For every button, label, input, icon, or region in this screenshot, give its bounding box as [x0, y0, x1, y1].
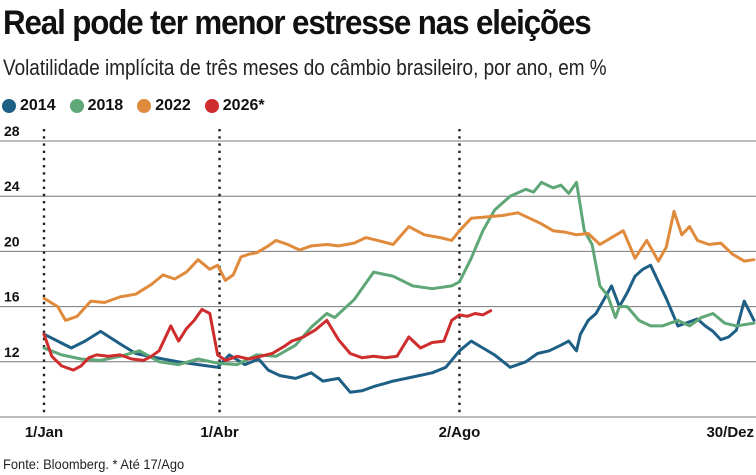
legend-swatch-0 [2, 99, 16, 113]
series-line-2022 [42, 209, 756, 322]
grid-lines: 12 16 20 24 28 [0, 125, 756, 418]
legend-label-3: 2026* [222, 97, 265, 114]
legend-swatch-1 [69, 99, 84, 113]
legend-label-2: 2022 [155, 97, 191, 114]
vertical-date-markers [42, 129, 461, 417]
y-tick-label: 12 [4, 344, 20, 360]
chart-title: Real pode ter menor estresse nas eleiçõe… [3, 4, 592, 42]
legend: 2014 2018 2022 2026* [2, 97, 265, 115]
series-line-2014 [42, 263, 756, 394]
x-tick-label: 2/Ago [439, 424, 481, 441]
legend-item-3: 2026* [204, 97, 265, 115]
x-tick-label: 1/Jan [25, 424, 63, 441]
series-lines [42, 180, 756, 394]
legend-item-1: 2018 [69, 97, 124, 115]
legend-label-1: 2018 [87, 97, 124, 114]
y-tick-label: 20 [4, 233, 20, 249]
x-tick-label: 30/Dez [706, 424, 754, 441]
legend-label-0: 2014 [20, 97, 56, 114]
y-tick-label: 28 [4, 125, 20, 139]
line-chart: 12 16 20 24 28 1/Jan 1/Abr 2/Ago 30/Dez [0, 125, 756, 441]
x-tick-label: 1/Abr [200, 424, 239, 441]
chart-subtitle: Volatilidade implícita de três meses do … [3, 55, 607, 80]
legend-item-2: 2022 [137, 97, 191, 115]
series-line-2018 [42, 180, 756, 367]
legend-swatch-2 [137, 99, 152, 113]
y-tick-label: 24 [4, 178, 20, 194]
legend-item-0: 2014 [2, 97, 56, 115]
legend-swatch-3 [204, 99, 219, 113]
y-tick-label: 16 [4, 289, 20, 305]
series-line-2026 [42, 307, 493, 372]
source-note: Fonte: Bloomberg. * Até 17/Ago [3, 456, 185, 472]
x-tick-labels: 1/Jan 1/Abr 2/Ago 30/Dez [25, 424, 754, 441]
